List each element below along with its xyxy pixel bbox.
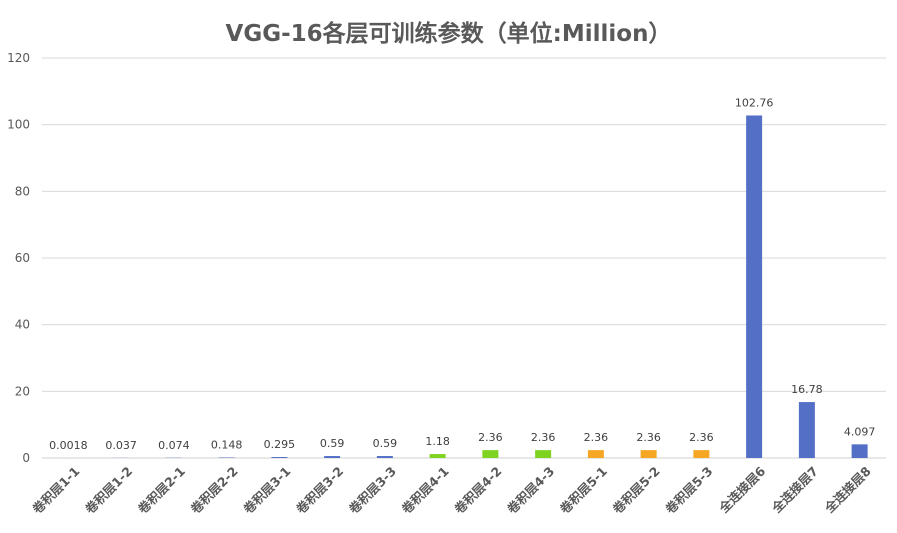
x-category-label: 卷积层4-3 bbox=[503, 464, 557, 518]
bar bbox=[535, 450, 552, 458]
x-category-label: 卷积层1-2 bbox=[81, 464, 135, 518]
bars bbox=[60, 115, 868, 458]
bar bbox=[587, 450, 604, 458]
bar bbox=[693, 450, 710, 458]
x-category-label: 卷积层2-2 bbox=[187, 464, 241, 518]
x-category-label: 卷积层1-1 bbox=[29, 464, 83, 518]
bar bbox=[851, 444, 868, 458]
y-axis-ticks: 0 20 40 60 80 100 120 bbox=[7, 51, 30, 465]
x-category-label: 全连接层8 bbox=[821, 464, 874, 517]
data-label: 102.76 bbox=[735, 96, 774, 109]
data-label: 0.59 bbox=[320, 437, 345, 450]
data-label: 0.037 bbox=[105, 439, 137, 452]
data-label: 16.78 bbox=[791, 383, 823, 396]
x-axis-categories: 卷积层1-1 卷积层1-2 卷积层2-1 卷积层2-2 卷积层3-1 卷积层3-2 卷积层3… bbox=[29, 463, 874, 517]
data-label: 1.18 bbox=[425, 435, 450, 448]
data-label: 2.36 bbox=[689, 431, 714, 444]
y-tick-label: 20 bbox=[15, 384, 30, 398]
bar bbox=[640, 450, 657, 458]
data-label: 2.36 bbox=[478, 431, 503, 444]
bar bbox=[429, 454, 446, 458]
y-tick-label: 80 bbox=[15, 184, 30, 198]
y-tick-label: 100 bbox=[7, 118, 30, 132]
bar bbox=[746, 115, 763, 458]
data-label: 4.097 bbox=[844, 425, 876, 438]
data-label: 2.36 bbox=[531, 431, 556, 444]
y-tick-label: 60 bbox=[15, 251, 30, 265]
data-label: 2.36 bbox=[584, 431, 609, 444]
data-label: 0.295 bbox=[264, 438, 296, 451]
bar bbox=[324, 456, 341, 458]
x-category-label: 卷积层5-1 bbox=[556, 464, 610, 518]
y-tick-label: 120 bbox=[7, 51, 30, 65]
bar bbox=[376, 456, 393, 458]
x-category-label: 卷积层5-3 bbox=[662, 464, 716, 518]
x-category-label: 卷积层4-2 bbox=[451, 464, 505, 518]
x-category-label: 全连接层7 bbox=[768, 464, 821, 517]
gridlines bbox=[42, 57, 886, 459]
bar bbox=[482, 450, 499, 458]
x-category-label: 卷积层4-1 bbox=[398, 464, 452, 518]
x-category-label: 卷积层3-2 bbox=[292, 464, 346, 518]
x-category-label: 卷积层5-2 bbox=[609, 464, 663, 518]
data-label: 0.59 bbox=[373, 437, 398, 450]
data-label: 2.36 bbox=[636, 431, 661, 444]
chart-title: VGG-16各层可训练参数（单位:Million） bbox=[225, 21, 672, 47]
x-category-label: 卷积层2-1 bbox=[134, 464, 188, 518]
x-category-label: 卷积层3-1 bbox=[240, 464, 294, 518]
x-category-label: 卷积层3-3 bbox=[345, 464, 399, 518]
y-tick-label: 0 bbox=[22, 451, 30, 465]
bar bbox=[271, 457, 288, 458]
data-label: 0.074 bbox=[158, 439, 190, 452]
y-tick-label: 40 bbox=[15, 318, 30, 332]
bar bbox=[798, 402, 815, 458]
data-label: 0.0018 bbox=[49, 439, 88, 452]
x-category-label: 全连接层6 bbox=[715, 463, 768, 516]
data-label: 0.148 bbox=[211, 439, 243, 452]
data-labels: 0.0018 0.037 0.074 0.148 0.295 0.59 0.59 1.18 2.… bbox=[49, 96, 875, 452]
